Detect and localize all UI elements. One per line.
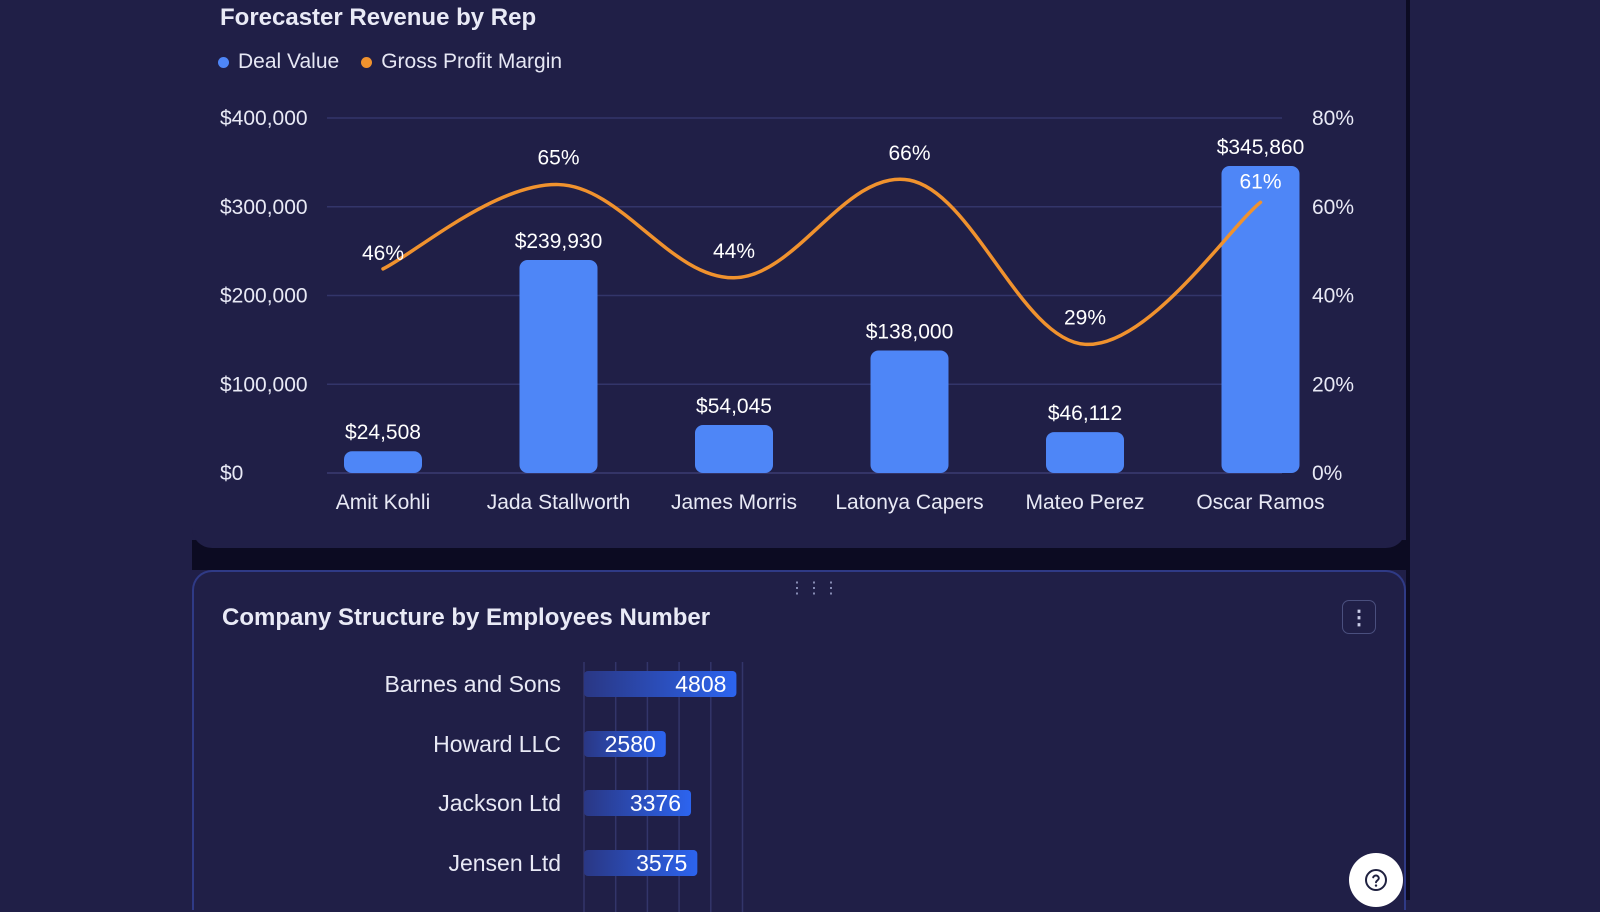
drag-handle-icon[interactable]: ⋮⋮⋮	[789, 580, 840, 597]
y-axis-left-tick-label: $300,000	[220, 196, 308, 219]
bar-deal-value	[1046, 432, 1124, 473]
bar-deal-value	[344, 451, 422, 473]
bar-deal-value	[1221, 166, 1300, 473]
legend-item-deal-value[interactable]: Deal Value	[218, 50, 339, 74]
bar-deal-value	[870, 350, 949, 473]
bar-data-label: $239,930	[515, 230, 603, 253]
hbar-employees	[584, 790, 692, 816]
line-gross-profit-margin	[381, 177, 1263, 347]
bar-data-label: $46,112	[1048, 402, 1122, 425]
structure-card: ⋮⋮⋮ Company Structure by Employees Numbe…	[192, 570, 1406, 912]
help-icon	[1365, 869, 1387, 891]
legend-dot-deal-value	[218, 56, 229, 68]
bar-data-label: $345,860	[1217, 136, 1305, 159]
hbar-data-label: 3575	[636, 850, 687, 876]
bar-data-label: $24,508	[345, 421, 421, 444]
hbar-employees	[584, 671, 737, 697]
hbar-employees	[584, 850, 698, 876]
legend-label: Deal Value	[238, 50, 340, 73]
help-button[interactable]	[1349, 853, 1403, 907]
hbar-data-label: 2580	[605, 731, 656, 757]
revenue-card: Forecaster Revenue by Rep Deal Value Gro…	[192, 0, 1406, 548]
line-data-label: 61%	[1239, 170, 1281, 193]
hbar-data-label: 4808	[675, 671, 726, 697]
bar-deal-value	[519, 260, 598, 473]
x-axis-category-label: James Morris	[671, 491, 797, 514]
legend-label: Gross Profit Margin	[381, 50, 563, 73]
line-data-label: 29%	[1064, 306, 1106, 329]
y-axis-right-tick-label: 40%	[1312, 285, 1354, 308]
y-axis-category-label: Jensen Ltd	[448, 850, 561, 876]
x-axis-category-label: Jada Stallworth	[487, 491, 631, 514]
legend-item-gross-profit-margin[interactable]: Gross Profit Margin	[361, 50, 562, 74]
y-axis-category-label: Jackson Ltd	[438, 790, 561, 816]
card-menu-button[interactable]: ⋮	[1342, 600, 1376, 634]
y-axis-right-tick-label: 0%	[1312, 462, 1342, 485]
hbar-employees	[584, 731, 666, 757]
panel-edge	[1406, 0, 1410, 900]
legend-dot-gross-profit-margin	[361, 56, 373, 68]
vertical-ellipsis-icon: ⋮	[1349, 606, 1369, 629]
line-data-label: 65%	[537, 147, 579, 170]
employees-bar-chart: 4808 Barnes and Sons 2580 Howard LLC 3376 Jac…	[385, 662, 744, 912]
x-axis-category-label: Amit Kohli	[336, 491, 431, 514]
y-axis-left-tick-label: $200,000	[220, 285, 308, 308]
bar-data-label: $138,000	[866, 321, 954, 344]
line-data-label: 46%	[362, 242, 404, 265]
structure-chart-title: Company Structure by Employees Number	[222, 604, 711, 631]
y-axis-right-tick-label: 80%	[1312, 107, 1354, 130]
y-axis-category-label: Howard LLC	[433, 731, 561, 757]
y-axis-right-tick-label: 60%	[1312, 196, 1354, 219]
y-axis-left-tick-label: $400,000	[220, 107, 308, 130]
line-data-label: 66%	[888, 142, 930, 165]
x-axis-category-label: Latonya Capers	[835, 491, 983, 514]
y-axis-right-tick-label: 20%	[1312, 373, 1354, 396]
y-axis-left-tick-label: $100,000	[220, 373, 308, 396]
bar-data-label: $54,045	[696, 395, 772, 418]
x-axis-category-label: Mateo Perez	[1025, 491, 1144, 514]
revenue-chart-title: Forecaster Revenue by Rep	[220, 4, 537, 31]
y-axis-category-label: Barnes and Sons	[385, 671, 561, 697]
x-axis-category-label: Oscar Ramos	[1196, 491, 1324, 514]
hbar-data-label: 3376	[630, 790, 681, 816]
revenue-legend: Deal Value Gross Profit Margin	[218, 50, 562, 74]
bar-deal-value	[695, 425, 773, 473]
line-data-label: 44%	[713, 240, 755, 263]
revenue-combo-chart: $0 $100,000 $200,000 $300,000 $400,000 0% 20% 4…	[220, 107, 1354, 514]
y-axis-left-tick-label: $0	[220, 462, 243, 485]
